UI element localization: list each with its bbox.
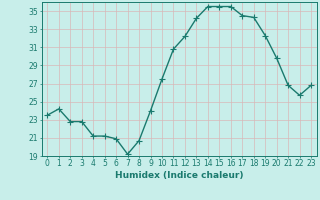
X-axis label: Humidex (Indice chaleur): Humidex (Indice chaleur) [115, 171, 244, 180]
